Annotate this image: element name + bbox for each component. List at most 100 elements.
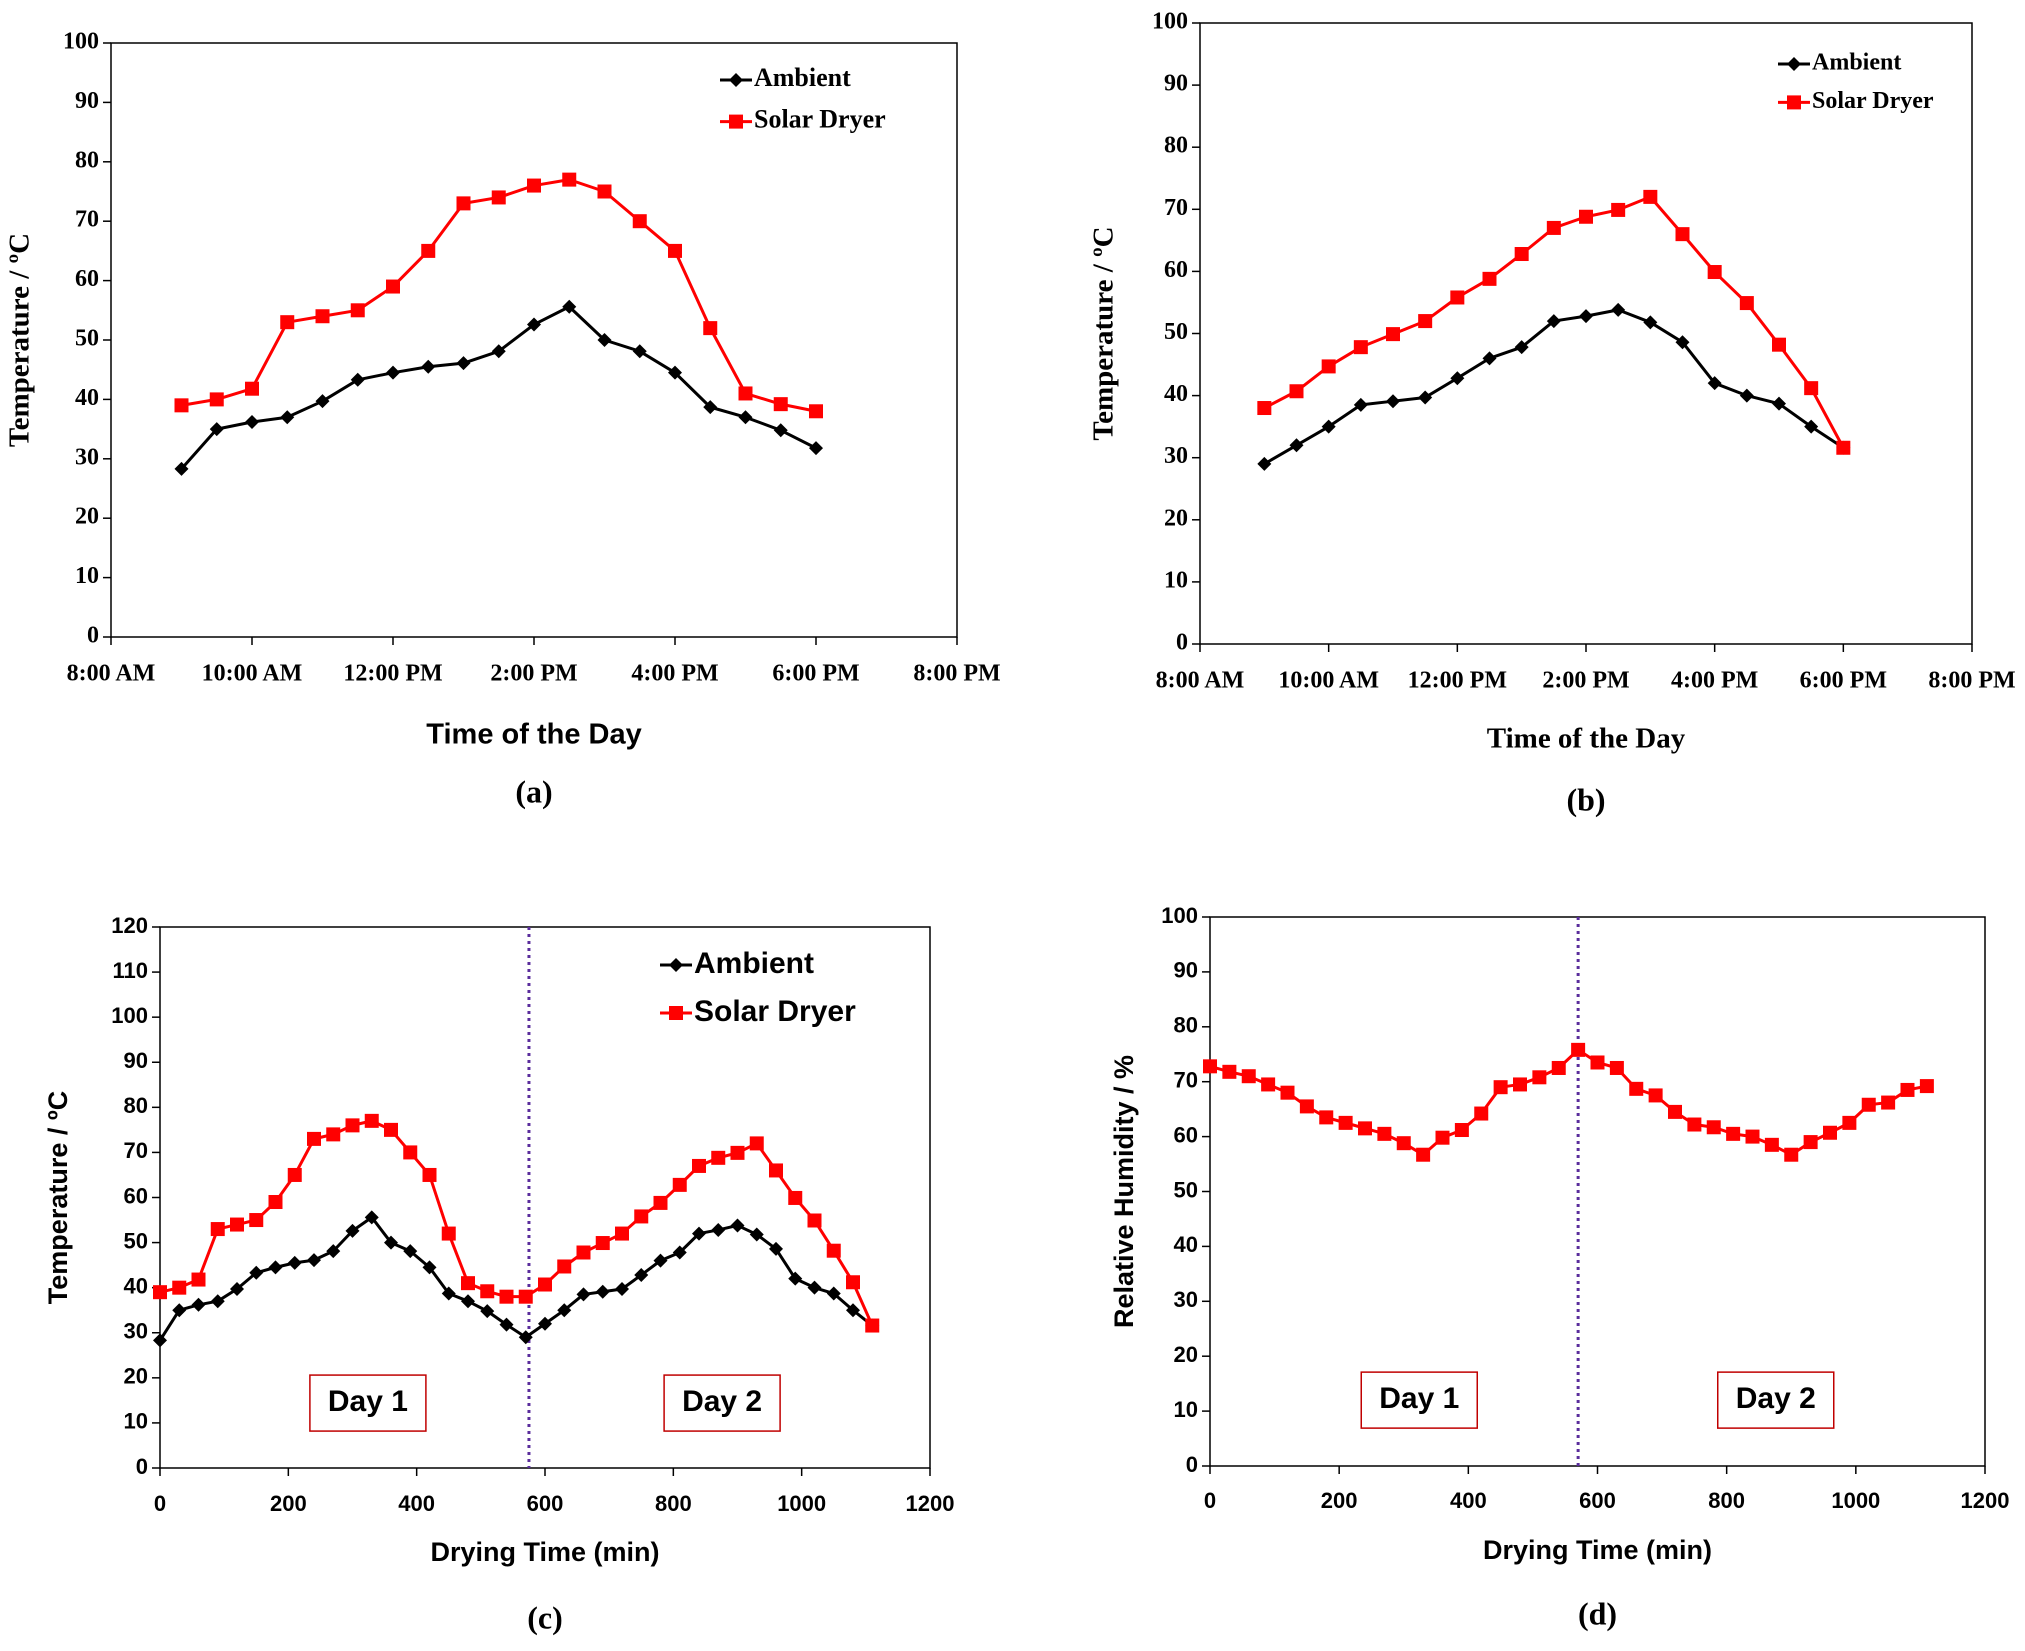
marker	[653, 1253, 668, 1268]
y-tick-label: 10	[75, 563, 99, 589]
y-tick-label: 70	[1164, 195, 1188, 221]
marker	[1836, 440, 1851, 455]
marker	[153, 1285, 167, 1300]
marker	[172, 1280, 187, 1295]
marker	[597, 184, 612, 199]
marker	[738, 410, 753, 425]
marker	[1416, 1147, 1431, 1162]
marker	[749, 1227, 764, 1242]
annotation: Day 1	[328, 1385, 408, 1418]
y-tick-label: 110	[113, 958, 149, 983]
legend-marker	[1787, 57, 1801, 71]
series-line	[180, 305, 817, 470]
marker	[350, 372, 365, 387]
annotation-box	[1717, 1371, 1835, 1429]
marker	[191, 1297, 206, 1312]
y-tick-label: 20	[75, 504, 99, 530]
marker	[1474, 1106, 1489, 1121]
marker	[364, 1210, 379, 1225]
annotation: Day 2	[682, 1385, 762, 1418]
marker	[672, 1177, 687, 1192]
marker	[1418, 314, 1433, 329]
marker	[1675, 227, 1690, 242]
y-tick-label: 0	[1186, 1452, 1198, 1477]
marker	[1482, 271, 1497, 286]
marker	[1803, 1135, 1818, 1150]
x-tick-label: 12:00 PM	[343, 661, 442, 687]
marker	[421, 243, 436, 258]
y-tick-label: 80	[1174, 1013, 1198, 1038]
marker	[1386, 394, 1400, 409]
marker	[1706, 1120, 1721, 1135]
marker	[315, 394, 330, 409]
marker	[1571, 1042, 1586, 1057]
y-tick-label: 10	[124, 1409, 148, 1434]
marker	[268, 1195, 283, 1210]
marker	[557, 1303, 572, 1318]
marker	[1532, 1070, 1547, 1085]
x-tick-label: 8:00 PM	[913, 661, 1000, 687]
marker	[499, 1317, 514, 1332]
marker	[807, 1280, 822, 1295]
marker	[738, 386, 753, 401]
marker	[209, 392, 224, 407]
y-tick-label: 40	[1164, 381, 1188, 407]
x-tick-label: 800	[1708, 1488, 1745, 1513]
marker	[1261, 1077, 1276, 1092]
marker	[386, 365, 400, 380]
marker	[174, 461, 189, 476]
marker	[1493, 1080, 1508, 1095]
x-tick-label: 0	[154, 1491, 166, 1516]
y-tick-label: 90	[124, 1048, 148, 1073]
marker	[491, 344, 506, 359]
marker	[711, 1150, 726, 1165]
x-tick-label: 0	[1204, 1488, 1216, 1513]
marker	[562, 172, 577, 187]
marker	[634, 1209, 649, 1224]
marker	[615, 1226, 629, 1241]
y-tick-label: 80	[75, 147, 99, 173]
marker	[287, 1255, 302, 1270]
marker	[1289, 438, 1304, 453]
marker	[1804, 381, 1819, 396]
marker	[1377, 1126, 1392, 1141]
x-tick-label: 1000	[1831, 1488, 1880, 1513]
marker	[441, 1286, 456, 1301]
marker	[230, 1217, 244, 1232]
marker	[480, 1284, 495, 1299]
y-tick-label: 30	[75, 444, 99, 470]
marker	[1203, 1059, 1217, 1074]
marker	[527, 178, 541, 193]
marker	[191, 1272, 206, 1287]
marker	[249, 1265, 264, 1280]
marker	[1353, 397, 1368, 412]
y-tick-label: 30	[1174, 1287, 1198, 1312]
marker	[1643, 315, 1658, 330]
marker	[441, 1226, 456, 1241]
marker	[576, 1245, 591, 1260]
marker	[809, 441, 823, 456]
marker	[209, 422, 224, 437]
marker	[461, 1294, 475, 1309]
marker	[788, 1271, 803, 1286]
series-line	[181, 178, 817, 413]
legend-label: Solar Dryer	[754, 105, 886, 134]
marker	[562, 299, 577, 314]
marker	[386, 279, 400, 294]
marker	[1648, 1088, 1663, 1103]
series-line	[159, 1119, 874, 1327]
y-tick-label: 30	[1164, 443, 1188, 469]
x-tick-label: 400	[1450, 1488, 1487, 1513]
marker	[576, 1287, 591, 1302]
y-tick-label: 50	[1174, 1177, 1198, 1202]
marker	[1241, 1069, 1256, 1084]
marker	[1726, 1126, 1741, 1141]
marker	[826, 1286, 841, 1301]
marker	[711, 1222, 726, 1237]
marker	[345, 1223, 360, 1238]
marker	[1784, 1147, 1799, 1162]
x-tick-label: 1200	[1961, 1488, 2010, 1513]
legend-label: Solar Dryer	[1812, 88, 1934, 114]
